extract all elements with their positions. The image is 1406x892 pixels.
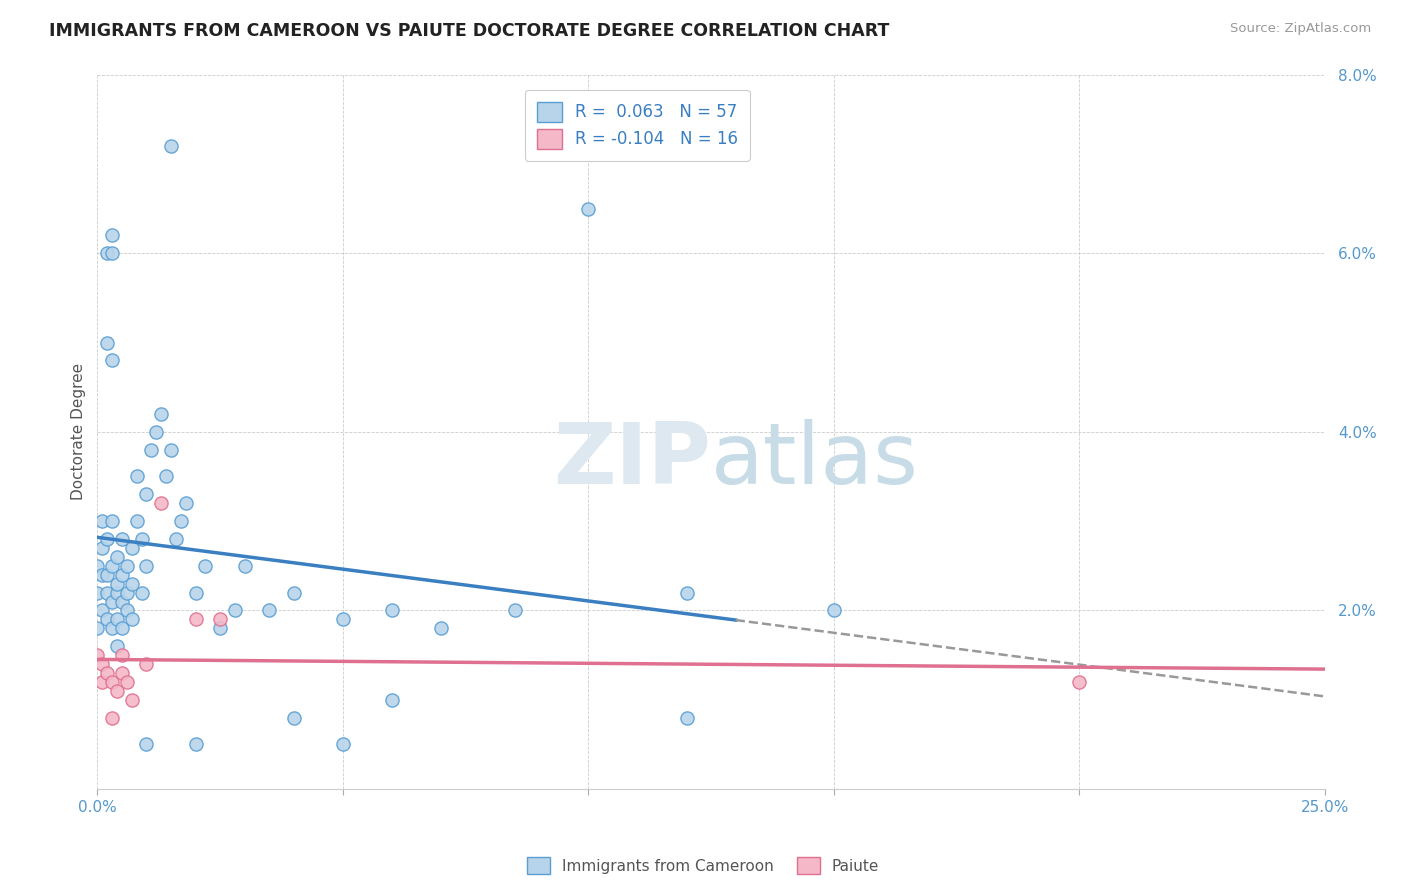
Point xyxy=(91,514,114,528)
Point xyxy=(283,585,305,599)
Point xyxy=(101,228,124,243)
Legend: R =  0.063   N = 57, R = -0.104   N = 16: R = 0.063 N = 57, R = -0.104 N = 16 xyxy=(524,90,749,161)
Point xyxy=(332,738,354,752)
Point xyxy=(145,425,167,439)
Text: ZIP: ZIP xyxy=(554,419,711,502)
Point xyxy=(115,558,138,573)
Point xyxy=(121,612,143,626)
Point xyxy=(125,514,148,528)
Point xyxy=(209,612,232,626)
Point xyxy=(150,496,173,510)
Point xyxy=(1069,675,1091,690)
Point xyxy=(111,621,134,635)
Point xyxy=(86,621,108,635)
Point xyxy=(125,469,148,483)
Point xyxy=(131,585,153,599)
Point xyxy=(135,558,157,573)
Point xyxy=(115,675,138,690)
Point xyxy=(823,603,845,617)
Point xyxy=(115,603,138,617)
Point xyxy=(91,603,114,617)
Point xyxy=(91,657,114,671)
Point xyxy=(174,496,197,510)
Point xyxy=(101,246,124,260)
Point xyxy=(96,612,118,626)
Point xyxy=(91,541,114,555)
Point xyxy=(160,139,183,153)
Point xyxy=(160,442,183,457)
Point xyxy=(121,693,143,707)
Point xyxy=(131,532,153,546)
Point xyxy=(111,666,134,681)
Point xyxy=(96,532,118,546)
Text: Source: ZipAtlas.com: Source: ZipAtlas.com xyxy=(1230,22,1371,36)
Text: atlas: atlas xyxy=(711,419,920,502)
Point xyxy=(503,603,526,617)
Point xyxy=(194,558,217,573)
Point xyxy=(224,603,246,617)
Point xyxy=(91,675,114,690)
Point xyxy=(332,612,354,626)
Text: IMMIGRANTS FROM CAMEROON VS PAIUTE DOCTORATE DEGREE CORRELATION CHART: IMMIGRANTS FROM CAMEROON VS PAIUTE DOCTO… xyxy=(49,22,890,40)
Point xyxy=(101,558,124,573)
Point xyxy=(170,514,193,528)
Point xyxy=(105,612,128,626)
Point xyxy=(105,639,128,653)
Point xyxy=(135,657,157,671)
Point xyxy=(111,532,134,546)
Point xyxy=(86,585,108,599)
Point xyxy=(283,711,305,725)
Point xyxy=(96,585,118,599)
Y-axis label: Doctorate Degree: Doctorate Degree xyxy=(72,363,86,500)
Point xyxy=(111,594,134,608)
Point xyxy=(101,675,124,690)
Point xyxy=(184,738,207,752)
Point xyxy=(105,585,128,599)
Point xyxy=(233,558,256,573)
Point xyxy=(184,612,207,626)
Point xyxy=(105,684,128,698)
Point xyxy=(111,648,134,662)
Point xyxy=(115,585,138,599)
Point xyxy=(96,567,118,582)
Point xyxy=(105,549,128,564)
Point xyxy=(675,585,697,599)
Point xyxy=(141,442,163,457)
Point xyxy=(101,514,124,528)
Point xyxy=(96,335,118,350)
Point xyxy=(150,407,173,421)
Point xyxy=(381,603,404,617)
Point xyxy=(101,353,124,368)
Point xyxy=(121,576,143,591)
Point xyxy=(155,469,177,483)
Point xyxy=(209,621,232,635)
Point xyxy=(101,621,124,635)
Point xyxy=(96,246,118,260)
Legend: Immigrants from Cameroon, Paiute: Immigrants from Cameroon, Paiute xyxy=(520,851,886,880)
Point xyxy=(135,738,157,752)
Point xyxy=(576,202,599,216)
Point xyxy=(86,558,108,573)
Point xyxy=(430,621,453,635)
Point xyxy=(257,603,280,617)
Point xyxy=(381,693,404,707)
Point xyxy=(101,711,124,725)
Point xyxy=(111,567,134,582)
Point xyxy=(86,648,108,662)
Point xyxy=(675,711,697,725)
Point xyxy=(165,532,187,546)
Point xyxy=(101,594,124,608)
Point xyxy=(135,487,157,501)
Point xyxy=(105,576,128,591)
Point xyxy=(96,666,118,681)
Point xyxy=(184,585,207,599)
Point xyxy=(91,567,114,582)
Point xyxy=(121,541,143,555)
